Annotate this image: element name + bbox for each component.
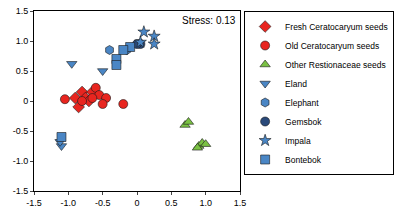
svg-text:-1.5: -1.5 (26, 198, 42, 208)
svg-text:Fresh Ceratocaryum seeds: Fresh Ceratocaryum seeds (285, 22, 388, 32)
svg-text:Bontebok: Bontebok (285, 155, 322, 165)
svg-text:0.5: 0.5 (165, 198, 178, 208)
svg-text:1.0: 1.0 (16, 36, 29, 46)
svg-text:Other Restionaceae seeds: Other Restionaceae seeds (285, 60, 386, 70)
svg-text:-0.5: -0.5 (95, 198, 111, 208)
svg-text:-0.5: -0.5 (13, 126, 29, 136)
svg-text:Gemsbok: Gemsbok (285, 117, 322, 127)
svg-text:0: 0 (134, 198, 139, 208)
svg-text:Old Ceratocaryum seeds: Old Ceratocaryum seeds (285, 41, 379, 51)
svg-text:Impala: Impala (285, 136, 311, 146)
svg-text:1.5: 1.5 (16, 6, 29, 16)
svg-text:Elephant: Elephant (285, 98, 319, 108)
svg-text:-1.0: -1.0 (61, 198, 77, 208)
svg-text:1.0: 1.0 (199, 198, 212, 208)
svg-text:1.5: 1.5 (234, 198, 247, 208)
svg-text:-1.0: -1.0 (13, 156, 29, 166)
svg-text:0.5: 0.5 (16, 66, 29, 76)
svg-text:Eland: Eland (285, 79, 307, 89)
svg-text:Stress: 0.13: Stress: 0.13 (182, 15, 236, 26)
svg-text:-1.5: -1.5 (13, 186, 29, 196)
svg-text:0: 0 (23, 96, 28, 106)
